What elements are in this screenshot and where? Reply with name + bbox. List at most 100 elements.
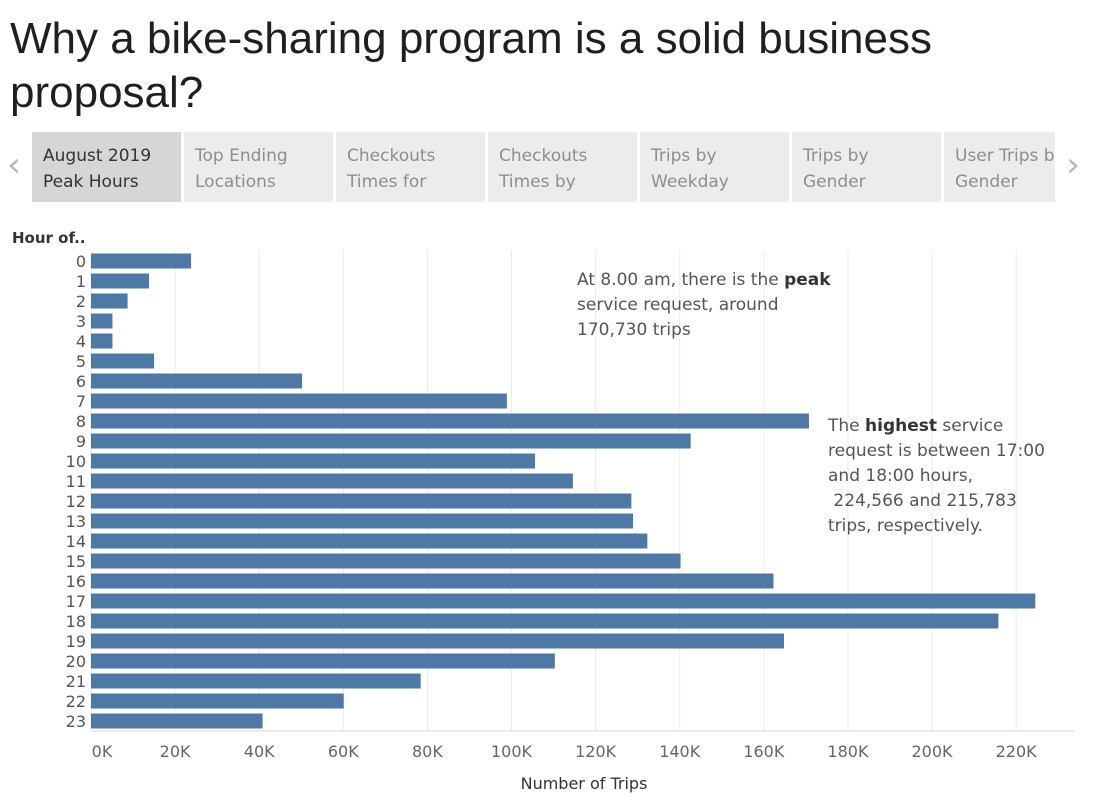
y-tick-label: 22 xyxy=(66,692,86,711)
annotation-text: and 18:00 hours, xyxy=(828,466,973,486)
bar xyxy=(91,473,573,489)
tab-checkouts-times-by[interactable]: Checkouts Times by xyxy=(488,132,637,202)
tab-label-line: Weekday xyxy=(651,172,729,192)
tab-label-line: Checkouts xyxy=(499,146,588,166)
y-tick-label: 0 xyxy=(76,252,86,271)
tab-trips-by-gender[interactable]: Trips by Gender xyxy=(792,132,941,202)
annotation-text: trips, respectively. xyxy=(828,516,984,536)
y-tick-label: 7 xyxy=(76,392,86,411)
tab-label-line: August 2019 xyxy=(43,146,152,166)
tab-label-line: User Trips by xyxy=(955,146,1055,166)
annotation-highest: The highest service request is between 1… xyxy=(828,414,1045,539)
y-tick-label: 16 xyxy=(66,572,86,591)
tab-checkouts-times-for[interactable]: Checkouts Times for xyxy=(336,132,485,202)
x-tick-label: 100K xyxy=(491,742,533,761)
tab-august-2019-peak-hours[interactable]: August 2019 Peak Hours xyxy=(32,132,181,202)
y-tick-label: 13 xyxy=(66,512,86,531)
tab-label-line: Trips by xyxy=(651,146,717,166)
bar xyxy=(91,253,192,269)
bar xyxy=(91,553,681,569)
y-axis-title: Hour of.. xyxy=(12,229,86,247)
annotation-text: service xyxy=(937,416,1004,436)
x-tick-label: 20K xyxy=(160,742,191,761)
story-tabs: August 2019 Peak Hours Top Ending Locati… xyxy=(32,132,1055,202)
y-tick-label: 6 xyxy=(76,372,86,391)
bar xyxy=(91,693,344,709)
annotation-peak: At 8.00 am, there is the peak service re… xyxy=(577,268,831,343)
bar xyxy=(91,393,507,409)
tab-trips-by-weekday[interactable]: Trips by Weekday xyxy=(640,132,789,202)
x-tick-label: 160K xyxy=(743,742,785,761)
y-tick-label: 20 xyxy=(66,652,86,671)
y-tick-label: 2 xyxy=(76,292,86,311)
tab-label-line: Peak Hours xyxy=(43,172,139,192)
x-tick-label: 60K xyxy=(328,742,359,761)
bar xyxy=(91,593,1036,609)
bar xyxy=(91,713,263,729)
bar xyxy=(91,493,632,509)
y-tick-label: 1 xyxy=(76,272,86,291)
annotation-bold-text: peak xyxy=(784,270,831,290)
tab-label-line: Top Ending xyxy=(195,146,288,166)
bar xyxy=(91,333,113,349)
y-tick-label: 17 xyxy=(66,592,86,611)
tab-label-line: Checkouts xyxy=(347,146,436,166)
bar xyxy=(91,653,555,669)
y-tick-label: 15 xyxy=(66,552,86,571)
bar xyxy=(91,273,150,289)
x-tick-label: 80K xyxy=(412,742,443,761)
annotation-text: 224,566 and 215,783 xyxy=(828,491,1017,511)
x-tick-label: 120K xyxy=(575,742,617,761)
y-tick-label: 3 xyxy=(76,312,86,331)
tab-label-line: Times for xyxy=(347,172,427,192)
y-tick-label: 8 xyxy=(76,412,86,431)
bar xyxy=(91,293,128,309)
x-tick-label: 140K xyxy=(659,742,701,761)
bar xyxy=(91,433,691,449)
annotation-text: The xyxy=(828,416,866,436)
bar xyxy=(91,413,809,429)
chevron-left-icon[interactable]: ‹ xyxy=(7,145,21,185)
tab-label-line: Trips by xyxy=(803,146,869,166)
y-tick-label: 11 xyxy=(66,472,86,491)
bar xyxy=(91,513,634,529)
annotation-text: At 8.00 am, there is the xyxy=(577,270,785,290)
bar xyxy=(91,453,536,469)
annotation-text: request is between 17:00 xyxy=(828,441,1045,461)
x-axis-title: Number of Trips xyxy=(521,774,648,793)
tab-label-line: Gender xyxy=(955,172,1018,192)
y-tick-label: 21 xyxy=(66,672,86,691)
bar xyxy=(91,373,303,389)
tab-user-trips-by-gender[interactable]: User Trips by Gender xyxy=(944,132,1055,202)
annotation-bold-text: highest xyxy=(865,416,938,436)
annotation-text: service request, around xyxy=(577,295,779,315)
tab-label-line: Gender xyxy=(803,172,866,192)
tab-top-ending-locations[interactable]: Top Ending Locations xyxy=(184,132,333,202)
chevron-right-icon[interactable]: › xyxy=(1066,145,1080,185)
bar xyxy=(91,633,785,649)
tab-label-line: Times by xyxy=(499,172,576,192)
bar xyxy=(91,573,774,589)
y-tick-label: 4 xyxy=(76,332,86,351)
bar xyxy=(91,353,155,369)
x-tick-label: 220K xyxy=(996,742,1038,761)
x-tick-label: 180K xyxy=(827,742,869,761)
bar xyxy=(91,673,421,689)
tab-label-line: Locations xyxy=(195,172,276,192)
y-tick-label: 9 xyxy=(76,432,86,451)
annotation-text: 170,730 trips xyxy=(577,320,691,340)
y-tick-label: 23 xyxy=(66,712,86,731)
bar xyxy=(91,313,113,329)
bar xyxy=(91,613,999,629)
page-title: Why a bike-sharing program is a solid bu… xyxy=(10,14,932,117)
y-tick-label: 10 xyxy=(66,452,86,471)
y-tick-label: 5 xyxy=(76,352,86,371)
x-tick-label: 40K xyxy=(244,742,275,761)
y-tick-label: 14 xyxy=(66,532,86,551)
bar xyxy=(91,533,648,549)
x-tick-label: 200K xyxy=(912,742,954,761)
y-tick-label: 18 xyxy=(66,612,86,631)
y-tick-label: 19 xyxy=(66,632,86,651)
y-tick-label: 12 xyxy=(66,492,86,511)
